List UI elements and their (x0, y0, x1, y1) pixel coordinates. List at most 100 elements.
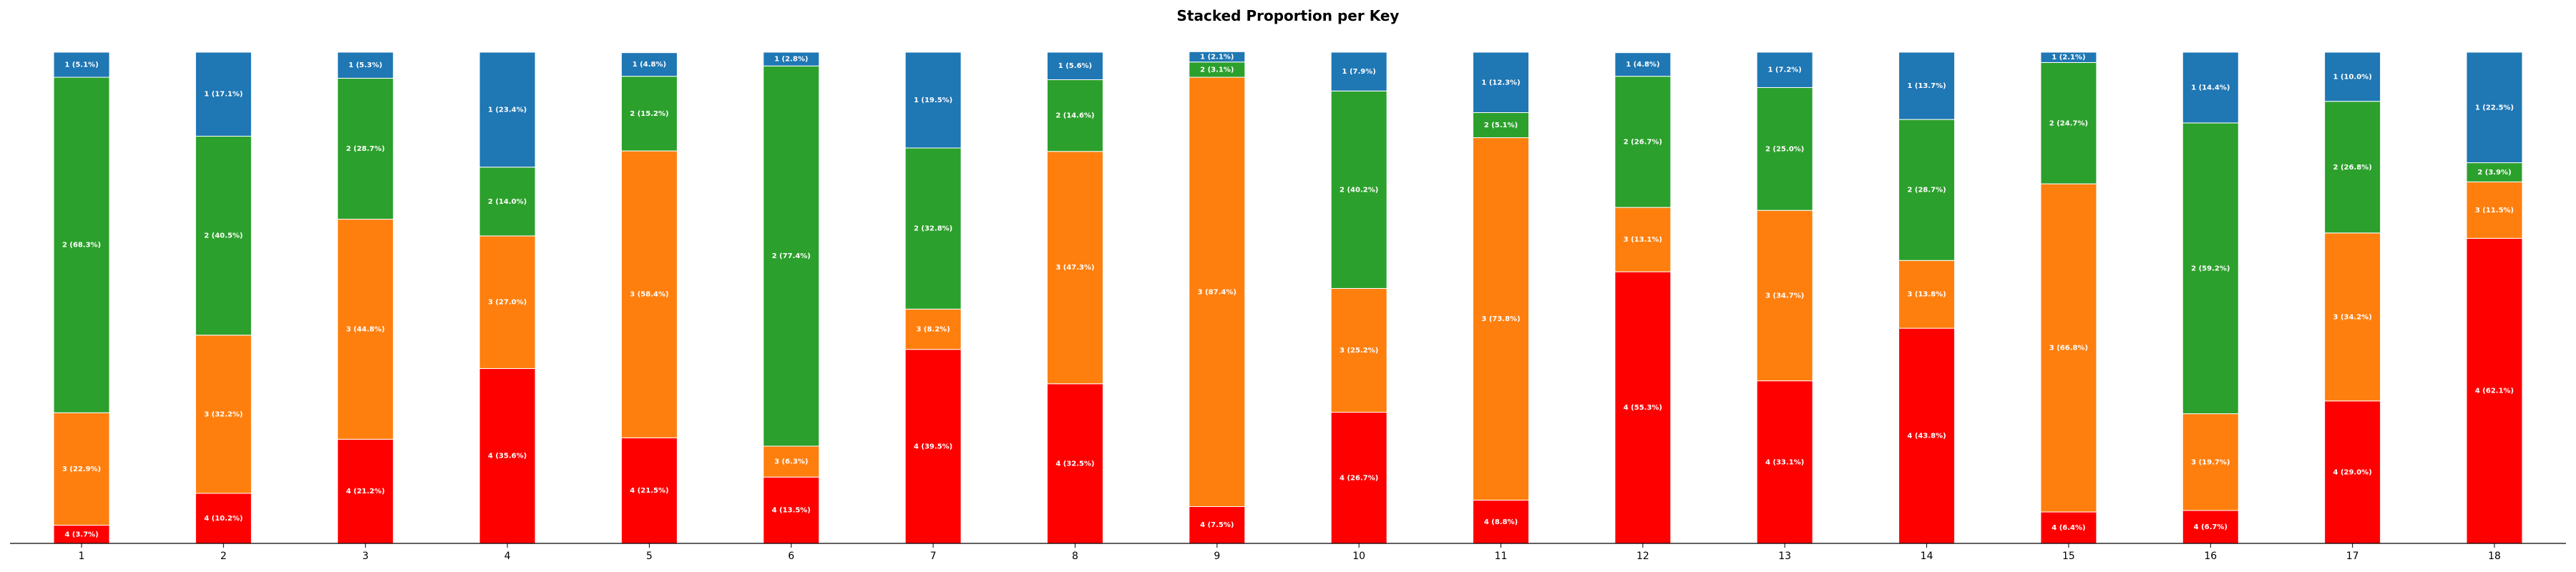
data-label: 3 (73.8%) (1481, 315, 1520, 323)
bar-segment-11-2 (1473, 112, 1530, 139)
data-label: 1 (5.1%) (64, 61, 98, 69)
data-label: 2 (28.7%) (1907, 187, 1946, 194)
bar-segment-11-3 (1473, 137, 1530, 501)
bar-segment-16-2 (2182, 122, 2239, 415)
x-tick-label: 16 (2204, 551, 2217, 562)
data-label: 2 (14.0%) (488, 198, 527, 206)
data-label: 1 (10.0%) (2333, 73, 2372, 81)
bar-segment-7-1 (904, 51, 962, 149)
data-label: 1 (2.1%) (1200, 54, 1234, 61)
data-label: 1 (22.5%) (2475, 104, 2514, 112)
x-tick-label: 3 (362, 551, 369, 562)
data-label: 4 (8.8%) (1484, 518, 1518, 526)
x-axis: 1 2 3 4 5 6 7 8 9 10 11 12 13 14 15 16 17 18 (10, 543, 2566, 562)
bar-segment-14-4 (1898, 327, 1956, 544)
bar-segment-12-4 (1614, 271, 1672, 544)
data-label: 4 (7.5%) (1200, 521, 1234, 529)
data-label: 2 (28.7%) (346, 145, 385, 153)
data-label: 3 (44.8%) (346, 325, 385, 333)
data-label: 3 (34.7%) (1765, 292, 1804, 300)
data-label: 2 (26.7%) (1624, 138, 1662, 146)
data-label: 4 (43.8%) (1907, 433, 1946, 440)
bar-segment-3-4 (337, 438, 394, 544)
data-label: 2 (40.2%) (1340, 186, 1378, 194)
data-label: 2 (68.3%) (62, 242, 101, 250)
x-tick-label: 6 (788, 551, 794, 562)
bar-segment-8-4 (1046, 383, 1103, 544)
data-label: 3 (8.2%) (916, 325, 950, 333)
bar-segment-12-2 (1614, 76, 1672, 208)
bar-segment-7-3 (904, 308, 962, 350)
bar-segment-14-2 (1898, 119, 1956, 261)
data-label: 4 (32.5%) (1055, 460, 1094, 468)
bar-segment-17-4 (2324, 400, 2381, 544)
bars-group: 4 (3.7%) 3 (22.9%) 2 (68.3%) 1 (5.1%) 4 (10.… (53, 51, 2523, 544)
x-tick-label: 5 (646, 551, 653, 562)
data-label: 4 (55.3%) (1624, 404, 1662, 412)
bar-segment-4-3 (479, 235, 536, 369)
bar-segment-12-1 (1614, 52, 1672, 77)
data-label: 3 (6.3%) (774, 458, 808, 466)
data-label: 4 (21.2%) (346, 488, 385, 495)
bar-segment-16-3 (2182, 413, 2239, 511)
bar-segment-10-1 (1330, 51, 1387, 92)
bar-segment-13-3 (1756, 209, 1813, 382)
data-label: 3 (11.5%) (2475, 207, 2514, 214)
bar-segment-6-1 (763, 51, 820, 66)
bar-segment-17-1 (2324, 51, 2381, 102)
x-tick-label: 17 (2346, 551, 2359, 562)
bar-segment-18-1 (2466, 51, 2523, 164)
data-label: 3 (32.2%) (204, 410, 243, 418)
bar-segment-2-1 (195, 51, 252, 137)
bar-segment-11-1 (1473, 51, 1530, 114)
data-label: 4 (26.7%) (1340, 474, 1378, 482)
x-tick-label: 2 (220, 551, 227, 562)
data-label: 1 (23.4%) (488, 106, 527, 114)
x-tick-label: 1 (79, 551, 85, 562)
x-tick-label: 12 (1636, 551, 1649, 562)
data-label: 1 (2.8%) (774, 56, 808, 64)
x-tick-label: 13 (1778, 551, 1791, 562)
data-label: 3 (66.8%) (2049, 345, 2088, 352)
bar-segment-5-3 (620, 150, 678, 438)
data-label: 1 (4.8%) (633, 61, 666, 69)
bar-segment-11-4 (1473, 500, 1530, 544)
data-label: 2 (40.5%) (204, 232, 243, 240)
data-label: 1 (14.4%) (2191, 84, 2230, 92)
data-label: 3 (13.1%) (1624, 236, 1662, 244)
x-tick-label: 15 (2062, 551, 2075, 562)
data-label: 4 (6.4%) (2051, 524, 2085, 532)
data-label: 4 (29.0%) (2333, 468, 2372, 476)
bar-segment-3-2 (337, 77, 394, 220)
bar-segment-4-4 (479, 368, 536, 544)
bar-segment-10-2 (1330, 90, 1387, 289)
bar-segment-2-2 (195, 135, 252, 336)
data-label: 4 (39.5%) (914, 443, 952, 450)
bar-segment-8-3 (1046, 151, 1103, 385)
data-label: 4 (33.1%) (1765, 458, 1804, 466)
x-tick-label: 8 (1072, 551, 1078, 562)
data-label: 3 (25.2%) (1340, 347, 1378, 355)
bar-segment-13-2 (1756, 87, 1813, 211)
x-tick-label: 18 (2488, 551, 2501, 562)
data-label: 1 (13.7%) (1907, 82, 1946, 90)
x-tick-label: 11 (1495, 551, 1508, 562)
data-label: 3 (34.2%) (2333, 313, 2372, 321)
bar-segment-13-1 (1756, 51, 1813, 88)
x-tick-label: 10 (1352, 551, 1365, 562)
data-label: 4 (3.7%) (64, 531, 98, 538)
bar-segment-1-2 (53, 77, 110, 413)
data-label: 2 (5.1%) (1484, 122, 1518, 129)
data-label: 1 (7.9%) (1342, 68, 1376, 76)
data-label: 2 (3.1%) (1200, 66, 1234, 74)
data-label: 4 (10.2%) (204, 515, 243, 523)
bar-segment-9-4 (1189, 506, 1246, 544)
bar-segment-13-4 (1756, 380, 1813, 544)
data-label: 1 (5.6%) (1058, 62, 1092, 70)
data-label: 3 (13.8%) (1907, 291, 1946, 299)
x-tick-label: 14 (1921, 551, 1933, 562)
data-label: 3 (58.4%) (630, 291, 668, 299)
data-label: 4 (6.7%) (2194, 523, 2228, 531)
data-label: 1 (19.5%) (914, 97, 952, 104)
